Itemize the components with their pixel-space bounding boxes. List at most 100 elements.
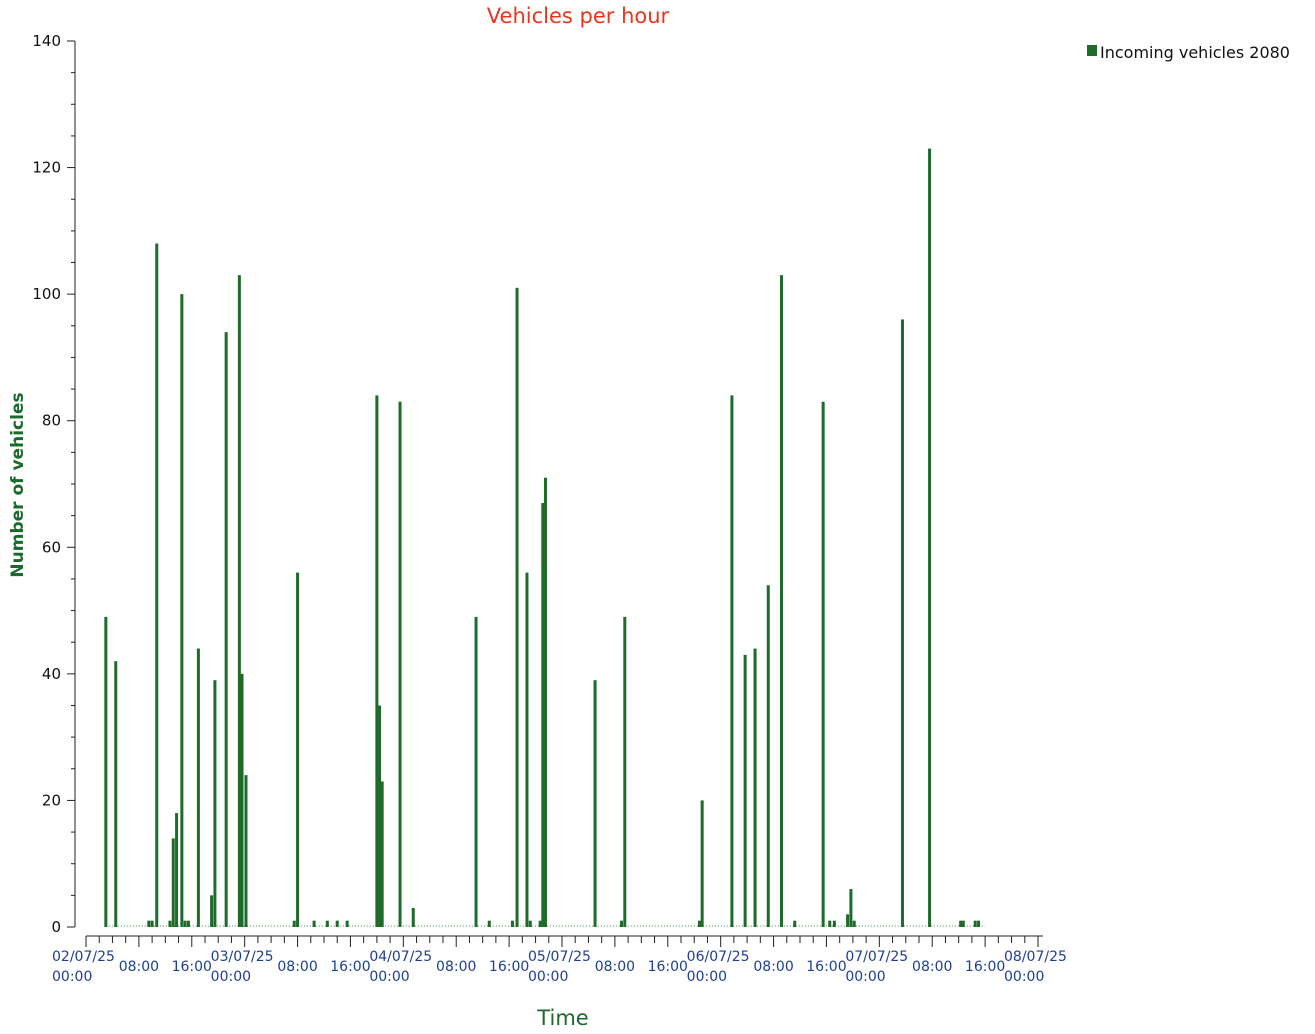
x-tick-label: 16:00 xyxy=(489,959,529,975)
bar xyxy=(155,243,159,927)
bars xyxy=(104,148,986,928)
y-tick-label: 80 xyxy=(42,412,61,430)
y-tick-label: 100 xyxy=(32,285,61,303)
x-tick-label-time: 00:00 xyxy=(369,969,409,985)
bar xyxy=(487,920,491,927)
bar xyxy=(474,616,478,927)
x-tick-label-date: 04/07/25 xyxy=(369,949,432,965)
bar xyxy=(296,572,300,927)
bar xyxy=(515,287,519,927)
x-tick-label-date: 02/07/25 xyxy=(52,949,115,965)
x-tick-label: 08:00 xyxy=(912,959,952,975)
bar xyxy=(593,680,597,927)
bar xyxy=(237,275,241,928)
bar xyxy=(743,654,747,927)
bar xyxy=(175,813,179,927)
bar xyxy=(928,148,932,928)
bar xyxy=(959,920,963,927)
bar xyxy=(378,705,382,927)
x-tick-label-time: 00:00 xyxy=(687,969,727,985)
bar xyxy=(541,502,545,927)
x-tick-label: 16:00 xyxy=(648,959,688,975)
x-tick-label: 08:00 xyxy=(277,959,317,975)
bar xyxy=(620,920,623,927)
x-tick-label-time: 00:00 xyxy=(211,969,251,985)
x-axis-label: Time xyxy=(536,1006,588,1030)
x-tick-label: 16:00 xyxy=(806,959,846,975)
bar xyxy=(380,781,384,927)
x-tick-label: 16:00 xyxy=(330,959,370,975)
bar xyxy=(753,648,757,927)
y-axis-label: Number of vehicles xyxy=(8,392,28,577)
x-tick-label-time: 00:00 xyxy=(845,969,885,985)
bar xyxy=(335,920,339,927)
bar xyxy=(147,920,151,927)
bar xyxy=(196,648,200,927)
bar xyxy=(180,294,184,928)
bar xyxy=(828,920,832,927)
bar xyxy=(244,775,248,927)
bar xyxy=(852,920,856,927)
bar xyxy=(171,838,175,927)
bar xyxy=(240,673,244,927)
bar xyxy=(766,585,770,927)
y-tick-label: 120 xyxy=(32,159,61,177)
bar xyxy=(375,395,379,927)
y-tick-label: 20 xyxy=(42,791,61,809)
bar xyxy=(292,920,296,927)
legend-swatch xyxy=(1087,45,1097,56)
bar xyxy=(832,920,836,927)
bar xyxy=(150,920,154,927)
x-tick-label-date: 05/07/25 xyxy=(528,949,591,965)
bar xyxy=(779,275,783,928)
bar xyxy=(312,920,316,927)
x-tick-label-time: 00:00 xyxy=(1004,969,1044,985)
bar xyxy=(977,920,980,927)
bar xyxy=(168,920,172,927)
bar xyxy=(224,332,228,928)
bar xyxy=(398,401,402,927)
x-tick-label: 08:00 xyxy=(595,959,635,975)
bar xyxy=(961,920,965,927)
bar xyxy=(411,908,415,927)
bar xyxy=(698,920,702,927)
y-tick-label: 0 xyxy=(51,918,61,936)
bar xyxy=(114,661,118,927)
bar xyxy=(510,920,514,927)
bar xyxy=(973,920,977,927)
bar xyxy=(104,616,108,927)
x-tick-label: 08:00 xyxy=(753,959,793,975)
bar xyxy=(900,319,904,927)
bar xyxy=(730,395,734,927)
bar xyxy=(325,920,329,927)
legend-label: Incoming vehicles 2080 xyxy=(1100,43,1290,62)
legend: Incoming vehicles 2080 xyxy=(1087,43,1290,62)
bar xyxy=(821,401,825,927)
bar xyxy=(849,889,853,927)
y-tick-label: 40 xyxy=(42,665,61,683)
bar xyxy=(186,920,190,927)
x-tick-label-time: 00:00 xyxy=(52,969,92,985)
chart-title: Vehicles per hour xyxy=(487,4,670,28)
bar xyxy=(543,477,547,927)
x-tick-label-date: 06/07/25 xyxy=(687,949,750,965)
y-tick-label: 140 xyxy=(32,32,61,50)
x-tick-label: 08:00 xyxy=(119,959,159,975)
y-axis: 0 20 40 60 80 100 120 140 xyxy=(32,32,76,936)
bar xyxy=(538,920,542,927)
x-tick-label: 08:00 xyxy=(436,959,476,975)
y-tick-label: 60 xyxy=(42,538,61,556)
bar xyxy=(528,920,532,927)
x-tick-label-time: 00:00 xyxy=(528,969,568,985)
x-tick-label: 16:00 xyxy=(172,959,212,975)
bar xyxy=(345,920,349,927)
bar xyxy=(213,680,217,927)
bar xyxy=(210,895,214,927)
bar xyxy=(793,920,797,927)
x-tick-label: 16:00 xyxy=(965,959,1005,975)
bar xyxy=(183,920,187,927)
x-tick-label-date: 08/07/25 xyxy=(1004,949,1067,965)
bar xyxy=(700,800,704,927)
